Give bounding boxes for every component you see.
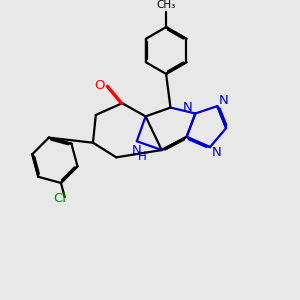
Text: O: O xyxy=(94,79,105,92)
Text: H: H xyxy=(138,150,147,163)
Text: CH₃: CH₃ xyxy=(157,0,176,11)
Text: N: N xyxy=(131,144,141,157)
Text: N: N xyxy=(219,94,229,107)
Text: N: N xyxy=(182,101,192,114)
Text: N: N xyxy=(212,146,221,160)
Text: Cl: Cl xyxy=(53,192,66,205)
